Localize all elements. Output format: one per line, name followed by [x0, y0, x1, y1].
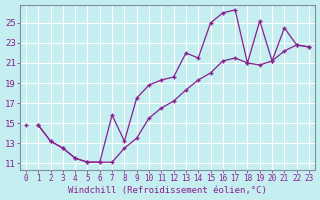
X-axis label: Windchill (Refroidissement éolien,°C): Windchill (Refroidissement éolien,°C): [68, 186, 267, 195]
